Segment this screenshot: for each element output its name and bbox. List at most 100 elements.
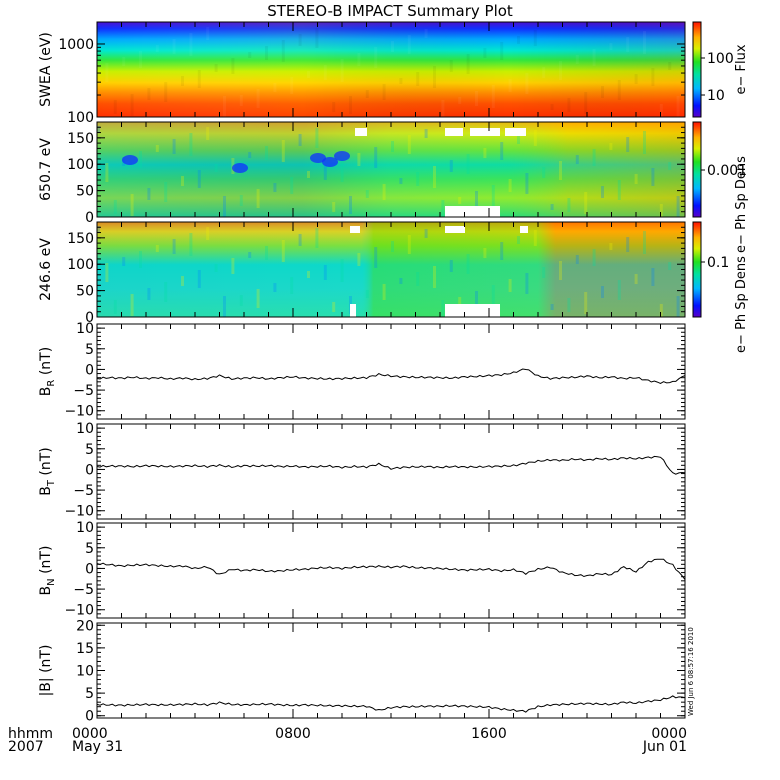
swea-texture <box>181 76 184 86</box>
pad650-texture <box>223 196 226 217</box>
pad246-texture <box>189 233 193 256</box>
pad650-texture <box>533 130 537 146</box>
pad650-texture <box>189 133 193 156</box>
swea-texture <box>609 43 613 50</box>
pad246-texture <box>601 286 604 298</box>
pad650-texture <box>651 168 655 186</box>
swea-texture <box>643 31 646 54</box>
swea-texture <box>315 28 319 48</box>
pad246-data-gap <box>520 226 528 233</box>
pad650-texture <box>500 142 504 160</box>
pad650-ytick-label: 100 <box>67 157 94 173</box>
bmag-ylabel: |B| (nT) <box>38 645 54 697</box>
bmag-ytick-label: 5 <box>85 686 94 702</box>
x-row-label-year: 2007 <box>8 739 44 755</box>
pad246-texture <box>374 247 378 268</box>
pad650-data-gap <box>355 128 367 136</box>
pad246-texture <box>273 283 277 292</box>
pad246-texture <box>181 276 184 286</box>
pad650-texture <box>197 170 201 188</box>
pad246-texture <box>172 239 176 254</box>
pad650-texture <box>281 140 285 162</box>
swea-ytick-label: 100 <box>67 110 94 126</box>
pad650-texture <box>399 178 403 184</box>
pad246-texture <box>206 227 210 240</box>
pad650-data-gap <box>505 128 520 136</box>
pad246-texture <box>617 280 621 300</box>
swea-texture <box>130 94 134 116</box>
bn-ytick-label: 0 <box>85 561 94 577</box>
swea-texture <box>508 79 512 92</box>
pad246-texture <box>122 257 126 266</box>
bn-ytick-label: −5 <box>73 582 94 598</box>
br-ylabel: BR (nT) <box>38 347 57 396</box>
pad650-texture <box>634 174 638 184</box>
pad246-texture <box>214 264 218 272</box>
swea-texture <box>97 26 100 32</box>
pad650-spectrogram-shading <box>97 122 685 217</box>
pad246-texture <box>643 231 646 254</box>
swea-texture <box>491 85 495 108</box>
br-ytick-label: 0 <box>85 362 94 378</box>
pad650-low-blob <box>232 163 248 173</box>
pad246-texture <box>517 236 520 244</box>
br-ytick-label: −10 <box>64 404 94 420</box>
pad246-data-gap <box>350 226 360 233</box>
pad650-data-gap <box>445 206 500 217</box>
pad650-texture <box>323 165 327 180</box>
pad246-texture <box>365 290 369 298</box>
pad650-texture <box>172 139 176 154</box>
pad650-texture <box>357 153 361 166</box>
swea-texture <box>298 34 302 46</box>
pad650-texture <box>449 160 453 172</box>
pad650-texture <box>433 166 436 188</box>
swea-colorbar-tick-label: 10 <box>707 88 725 104</box>
pad246-texture <box>231 258 235 274</box>
swea-texture <box>374 47 378 68</box>
pad650-texture <box>298 134 302 146</box>
swea-texture <box>248 52 252 58</box>
pad246-texture <box>164 282 168 302</box>
swea-texture <box>206 27 210 40</box>
pad246-texture <box>416 272 420 286</box>
pad650-texture <box>542 167 546 178</box>
x-row-label-hhmm: hhmm <box>8 726 53 742</box>
pad246-texture <box>97 226 100 232</box>
pad650-texture <box>407 135 411 154</box>
pad650-texture <box>97 126 100 132</box>
pad246-texture <box>340 259 344 282</box>
pad246-ylabel: 246.6 eV <box>38 238 54 301</box>
pad650-ytick-label: 150 <box>67 131 94 147</box>
pad650-texture <box>130 194 134 216</box>
pad650-texture <box>256 189 260 208</box>
pad246-colorbar <box>692 221 702 318</box>
x-date-label: May 31 <box>72 739 123 755</box>
swea-texture <box>399 78 403 84</box>
swea-texture <box>575 55 579 64</box>
swea-texture <box>592 49 596 66</box>
pad246-texture <box>323 265 327 280</box>
swea-texture <box>239 95 243 106</box>
pad650-texture <box>139 151 142 168</box>
pad650-texture <box>290 177 294 194</box>
br-frame <box>96 323 686 420</box>
bmag-ytick-label: 10 <box>76 664 94 680</box>
pad650-texture <box>609 143 613 150</box>
pad246-data-gap <box>350 304 356 317</box>
pad246-texture <box>248 252 252 258</box>
pad650-texture <box>626 137 630 152</box>
swea-texture <box>273 83 277 92</box>
swea-texture <box>466 54 470 74</box>
pad650-texture <box>273 183 277 192</box>
swea-texture <box>105 63 109 82</box>
swea-texture <box>567 98 571 112</box>
swea-texture <box>139 51 142 68</box>
swea-texture <box>197 70 201 88</box>
swea-texture <box>500 42 504 60</box>
pad650-texture <box>147 188 151 200</box>
pad246-texture <box>491 285 495 308</box>
pad246-texture <box>391 241 394 252</box>
